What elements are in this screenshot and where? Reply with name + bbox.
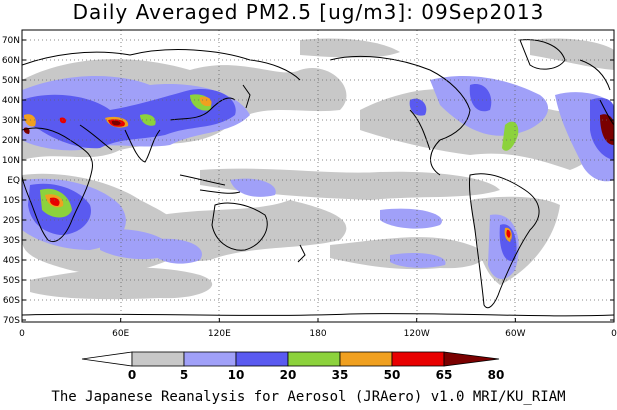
legend-tick-label: 50 xyxy=(384,368,401,382)
lon-label: 180 xyxy=(309,329,326,339)
lon-label: 60E xyxy=(112,329,129,339)
lon-label: 120E xyxy=(208,329,231,339)
legend-swatch xyxy=(391,351,445,367)
legend-tick-label: 10 xyxy=(228,368,245,382)
longitude-labels: 0 60E 120E 180 120W 60W 0 xyxy=(19,318,617,339)
map-title: Daily Averaged PM2.5 [ug/m3]: 09Sep2013 xyxy=(72,0,545,24)
lat-label: 40S xyxy=(3,256,20,266)
gridlines xyxy=(22,30,614,322)
lat-label: EQ xyxy=(7,176,20,186)
lat-label: 10S xyxy=(3,196,20,206)
lat-label: 50N xyxy=(2,76,20,86)
lat-label: 70S xyxy=(3,316,20,326)
legend-arrow-high xyxy=(443,351,500,367)
legend-tick-label: 5 xyxy=(180,368,188,382)
legend-swatch xyxy=(235,351,289,367)
lat-label: 10N xyxy=(2,156,20,166)
latitude-labels: 70N 60N 50N 40N 30N 20N 10N EQ 10S 20S 30S 40S 50S 60… xyxy=(2,36,614,326)
lat-label: 60S xyxy=(3,296,20,306)
legend-swatch xyxy=(287,351,341,367)
lat-label: 70N xyxy=(2,36,20,46)
lat-label: 20S xyxy=(3,216,20,226)
legend-tick-label: 20 xyxy=(280,368,297,382)
lat-label: 40N xyxy=(2,96,20,106)
lon-label: 120W xyxy=(404,329,430,339)
legend-tick-label: 35 xyxy=(332,368,349,382)
legend-arrow-low xyxy=(81,351,133,367)
lon-label: 0 xyxy=(611,329,617,339)
footer-credit: The Japanese Reanalysis for Aerosol (JRA… xyxy=(51,389,566,405)
legend-tick-label: 65 xyxy=(436,368,453,382)
legend-swatch xyxy=(131,351,185,367)
lon-label: 60W xyxy=(505,329,525,339)
lat-label: 50S xyxy=(3,276,20,286)
lon-label: 0 xyxy=(19,329,25,339)
legend-tick-label: 80 xyxy=(488,368,505,382)
lat-label: 30S xyxy=(3,236,20,246)
legend-swatch xyxy=(183,351,237,367)
legend-tick-label: 0 xyxy=(128,368,136,382)
lat-label: 30N xyxy=(2,116,20,126)
lat-label: 20N xyxy=(2,136,20,146)
lat-label: 60N xyxy=(2,56,20,66)
color-legend: 0 5 10 20 35 50 65 80 xyxy=(81,351,505,382)
legend-swatch xyxy=(339,351,393,367)
